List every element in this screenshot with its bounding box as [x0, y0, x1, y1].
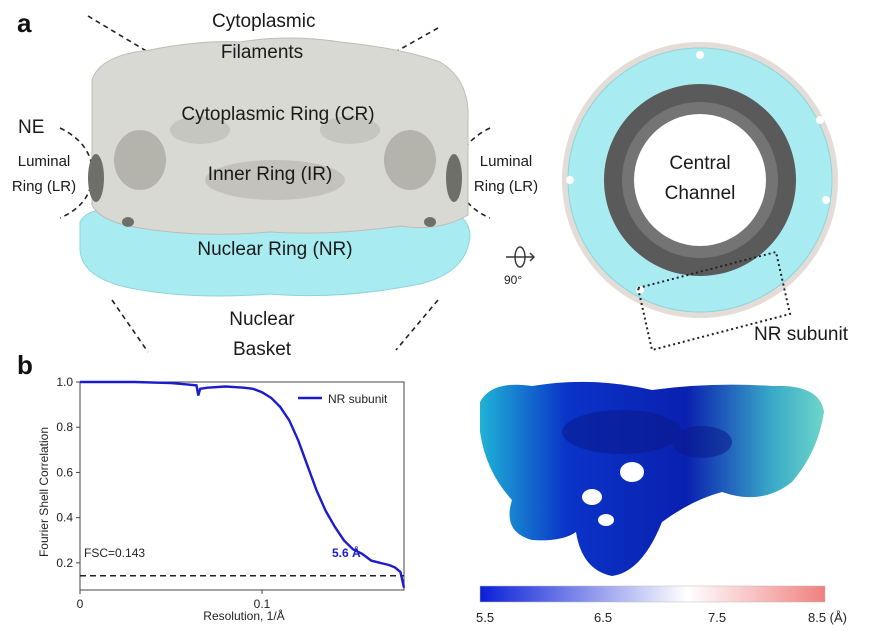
label-luminal-ring-right: Luminal [479, 153, 533, 170]
colorbar-tick-4: 8.5 (Å) [808, 610, 847, 625]
label-luminal-ring-left: Luminal [17, 153, 71, 170]
npc-side-view [59, 15, 838, 353]
y-tick-label: 0.6 [56, 465, 73, 479]
label-nr-subunit: NR subunit [754, 324, 848, 345]
npc-top-view [562, 42, 838, 318]
chart-legend: NR subunit [298, 392, 388, 406]
pointer-line [395, 299, 439, 351]
label-cytoplasmic-ring: Cytoplasmic Ring (CR) [181, 104, 375, 125]
label-central-channel-2: Channel [664, 183, 736, 204]
series-line-nr-subunit [80, 380, 406, 588]
y-tick-label: 0.8 [56, 420, 73, 434]
colorbar-gradient [479, 585, 826, 603]
y-tick-label: 0.4 [56, 511, 73, 525]
label-nuclear-basket: Nuclear [229, 309, 295, 330]
fsc-threshold-label: FSC=0.143 [84, 546, 145, 560]
ne-arc-left [59, 127, 93, 219]
x-axis-label: Resolution, 1/Å [203, 608, 284, 623]
y-axis-label: Fourier Shell Correlation [37, 427, 51, 557]
colorbar: 5.5 6.5 7.5 8.5 (Å) [476, 585, 847, 625]
nr-subunit-local-resolution-map [480, 381, 824, 576]
resolution-label: 5.6 Å [332, 545, 361, 560]
label-nuclear-ring: Nuclear Ring (NR) [197, 239, 353, 260]
label-nuclear-basket-2: Basket [232, 339, 292, 360]
legend-label-nr-subunit: NR subunit [328, 392, 388, 406]
label-luminal-ring-left-2: Ring (LR) [11, 178, 77, 195]
panel-letter-b: b [17, 350, 33, 380]
x-tick-label: 0 [77, 597, 84, 611]
label-cytoplasmic-filaments-2: Filaments [220, 42, 304, 63]
nr-subunit-box [636, 250, 792, 352]
y-tick-label: 1.0 [56, 375, 73, 389]
rotation-icon [506, 246, 535, 268]
x-tick-label: 0.1 [254, 597, 271, 611]
colorbar-tick-3: 7.5 [708, 610, 726, 625]
y-tick-label: 0.2 [56, 556, 73, 570]
pointer-line [87, 15, 149, 53]
label-luminal-ring-right-2: Ring (LR) [473, 178, 539, 195]
panel-letter-a: a [17, 8, 32, 38]
pointer-line [111, 299, 149, 353]
colorbar-tick-2: 6.5 [594, 610, 612, 625]
cytoplasmic-ring-density [91, 37, 469, 235]
plot-frame [79, 381, 405, 591]
label-cytoplasmic-filaments: Cytoplasmic [212, 11, 316, 32]
label-rotation: 90° [504, 273, 523, 287]
fsc-chart: 0.2 0.4 0.6 0.8 1.0 0 0.1 NR subunit FSC=0.143… [37, 375, 406, 623]
label-inner-ring: Inner Ring (IR) [207, 164, 333, 185]
colorbar-tick-1: 5.5 [476, 610, 494, 625]
central-channel [634, 114, 766, 246]
label-ne: NE [18, 117, 45, 138]
label-central-channel: Central [669, 153, 731, 174]
